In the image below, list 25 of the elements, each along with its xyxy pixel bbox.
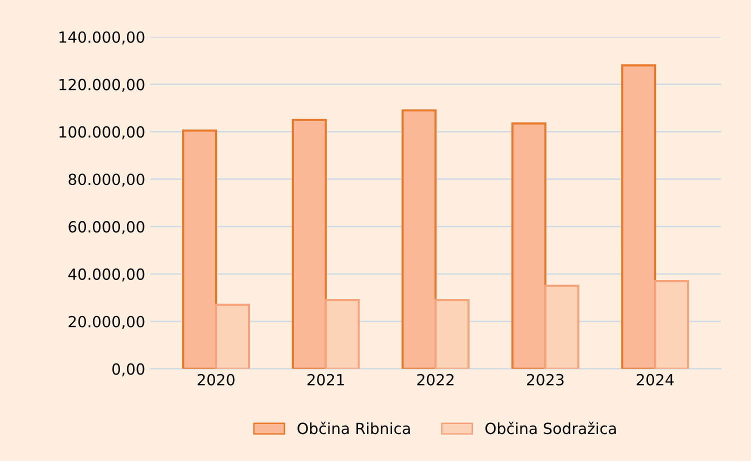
y-tick-label: 0,00 [112,363,144,376]
y-tick-label: 140.000,00 [60,31,144,44]
x-tick-label: 2023 [527,374,564,386]
legend-label: Občina Ribnica [298,422,410,434]
x-tick-label: 2021 [307,374,344,386]
y-tick-label: 120.000,00 [60,78,144,92]
bar [292,118,327,369]
y-tick-label: 80.000,00 [68,174,144,187]
bar [544,284,580,369]
legend-label: Občina Sodražica [485,422,616,434]
bar [182,129,218,369]
y-tick-label: 100.000,00 [60,126,144,140]
bar [215,304,250,369]
y-tick-label: 60.000,00 [68,221,144,234]
x-tick-label: 2020 [198,374,234,386]
y-tick-label: 40.000,00 [68,268,144,282]
bar [511,122,546,369]
x-tick-label: 2022 [417,374,454,386]
bar [324,299,360,369]
bar [654,280,690,369]
x-tick-label: 2024 [636,374,674,386]
bar [402,109,437,369]
bar [621,64,656,369]
y-tick-label: 20.000,00 [68,316,144,329]
bar [434,299,470,369]
